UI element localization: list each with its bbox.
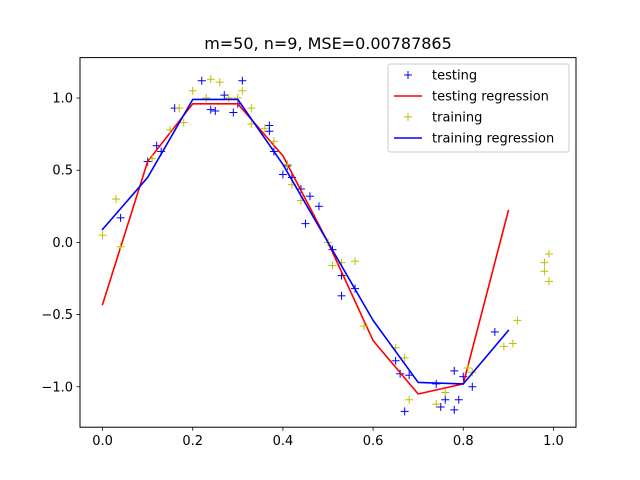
training-point bbox=[112, 195, 121, 204]
training-point bbox=[351, 257, 360, 266]
testing-point bbox=[490, 327, 499, 336]
training-point bbox=[175, 104, 184, 113]
x-axis: 0.0 0.2 0.4 0.6 0.8 1.0 bbox=[92, 427, 564, 449]
testing-point bbox=[116, 213, 125, 222]
x-tick-label: 1.0 bbox=[543, 434, 564, 449]
training-point bbox=[544, 277, 553, 286]
testing-point bbox=[305, 192, 314, 201]
testing-point bbox=[400, 407, 409, 416]
legend-item-training-regression: training regression bbox=[394, 132, 554, 147]
training-point bbox=[544, 249, 553, 258]
testing-point bbox=[436, 402, 445, 411]
plot-area bbox=[98, 75, 553, 416]
legend-marker-swatch bbox=[404, 71, 412, 79]
training-point bbox=[202, 94, 211, 103]
y-tick-label: 0.0 bbox=[52, 236, 73, 251]
training-regression-line bbox=[101, 98, 510, 385]
legend-item-testing: testing bbox=[404, 69, 477, 84]
testing-point bbox=[450, 366, 459, 375]
legend-item-testing-regression: testing regression bbox=[394, 90, 549, 105]
training-point bbox=[283, 160, 292, 169]
y-tick-label: −1.0 bbox=[41, 380, 73, 395]
testing-point bbox=[211, 107, 220, 116]
testing-point bbox=[238, 76, 247, 85]
training-point bbox=[247, 104, 256, 113]
training-point bbox=[432, 400, 441, 409]
training-point bbox=[224, 94, 233, 103]
training-point bbox=[206, 75, 215, 84]
testing-point bbox=[229, 108, 238, 117]
training-point bbox=[508, 339, 517, 348]
training-point bbox=[179, 118, 188, 127]
training-point bbox=[215, 78, 224, 87]
training-point bbox=[148, 154, 157, 163]
testing-point bbox=[206, 105, 215, 114]
training-point bbox=[166, 125, 175, 134]
legend-label: training bbox=[432, 111, 482, 126]
testing-point bbox=[301, 219, 310, 228]
training-point bbox=[98, 231, 107, 240]
training-point bbox=[441, 388, 450, 397]
testing-point bbox=[454, 395, 463, 404]
y-axis: −1.0 −0.5 0.0 0.5 1.0 bbox=[41, 92, 80, 395]
testing-point bbox=[265, 127, 274, 136]
testing-point bbox=[278, 170, 287, 179]
training-point bbox=[328, 261, 337, 270]
legend-item-training: training bbox=[404, 111, 482, 126]
y-tick-label: −0.5 bbox=[41, 308, 73, 323]
training-point bbox=[360, 322, 369, 331]
testing-point bbox=[314, 202, 323, 211]
testing-point bbox=[405, 371, 414, 380]
testing-point bbox=[220, 91, 229, 100]
legend-label: testing regression bbox=[432, 90, 549, 105]
testing-point bbox=[197, 76, 206, 85]
testing-point bbox=[391, 356, 400, 365]
training-point bbox=[400, 353, 409, 362]
testing-point bbox=[468, 382, 477, 391]
legend-label: testing bbox=[432, 69, 477, 84]
y-tick-label: 1.0 bbox=[52, 92, 73, 107]
x-tick-label: 0.6 bbox=[363, 434, 384, 449]
testing-point bbox=[337, 291, 346, 300]
training-point bbox=[260, 124, 269, 133]
testing-point bbox=[441, 395, 450, 404]
x-tick-label: 0.4 bbox=[273, 434, 294, 449]
x-tick-label: 0.0 bbox=[92, 434, 113, 449]
training-point bbox=[540, 258, 549, 267]
training-point bbox=[499, 342, 508, 351]
training-point bbox=[116, 242, 125, 251]
x-tick-label: 0.2 bbox=[182, 434, 203, 449]
training-point bbox=[405, 395, 414, 404]
legend: testing testing regression training trainin… bbox=[387, 63, 570, 153]
x-tick-label: 0.8 bbox=[453, 434, 474, 449]
training-point bbox=[540, 267, 549, 276]
legend-box bbox=[387, 63, 570, 153]
testing-point bbox=[450, 405, 459, 414]
training-point bbox=[463, 364, 472, 373]
chart-title: m=50, n=9, MSE=0.00787865 bbox=[204, 34, 452, 53]
training-point bbox=[188, 86, 197, 95]
legend-marker-swatch bbox=[404, 113, 412, 121]
training-point bbox=[513, 316, 522, 325]
y-tick-label: 0.5 bbox=[52, 164, 73, 179]
legend-label: training regression bbox=[432, 132, 554, 147]
training-point bbox=[269, 137, 278, 146]
training-point bbox=[238, 86, 247, 95]
